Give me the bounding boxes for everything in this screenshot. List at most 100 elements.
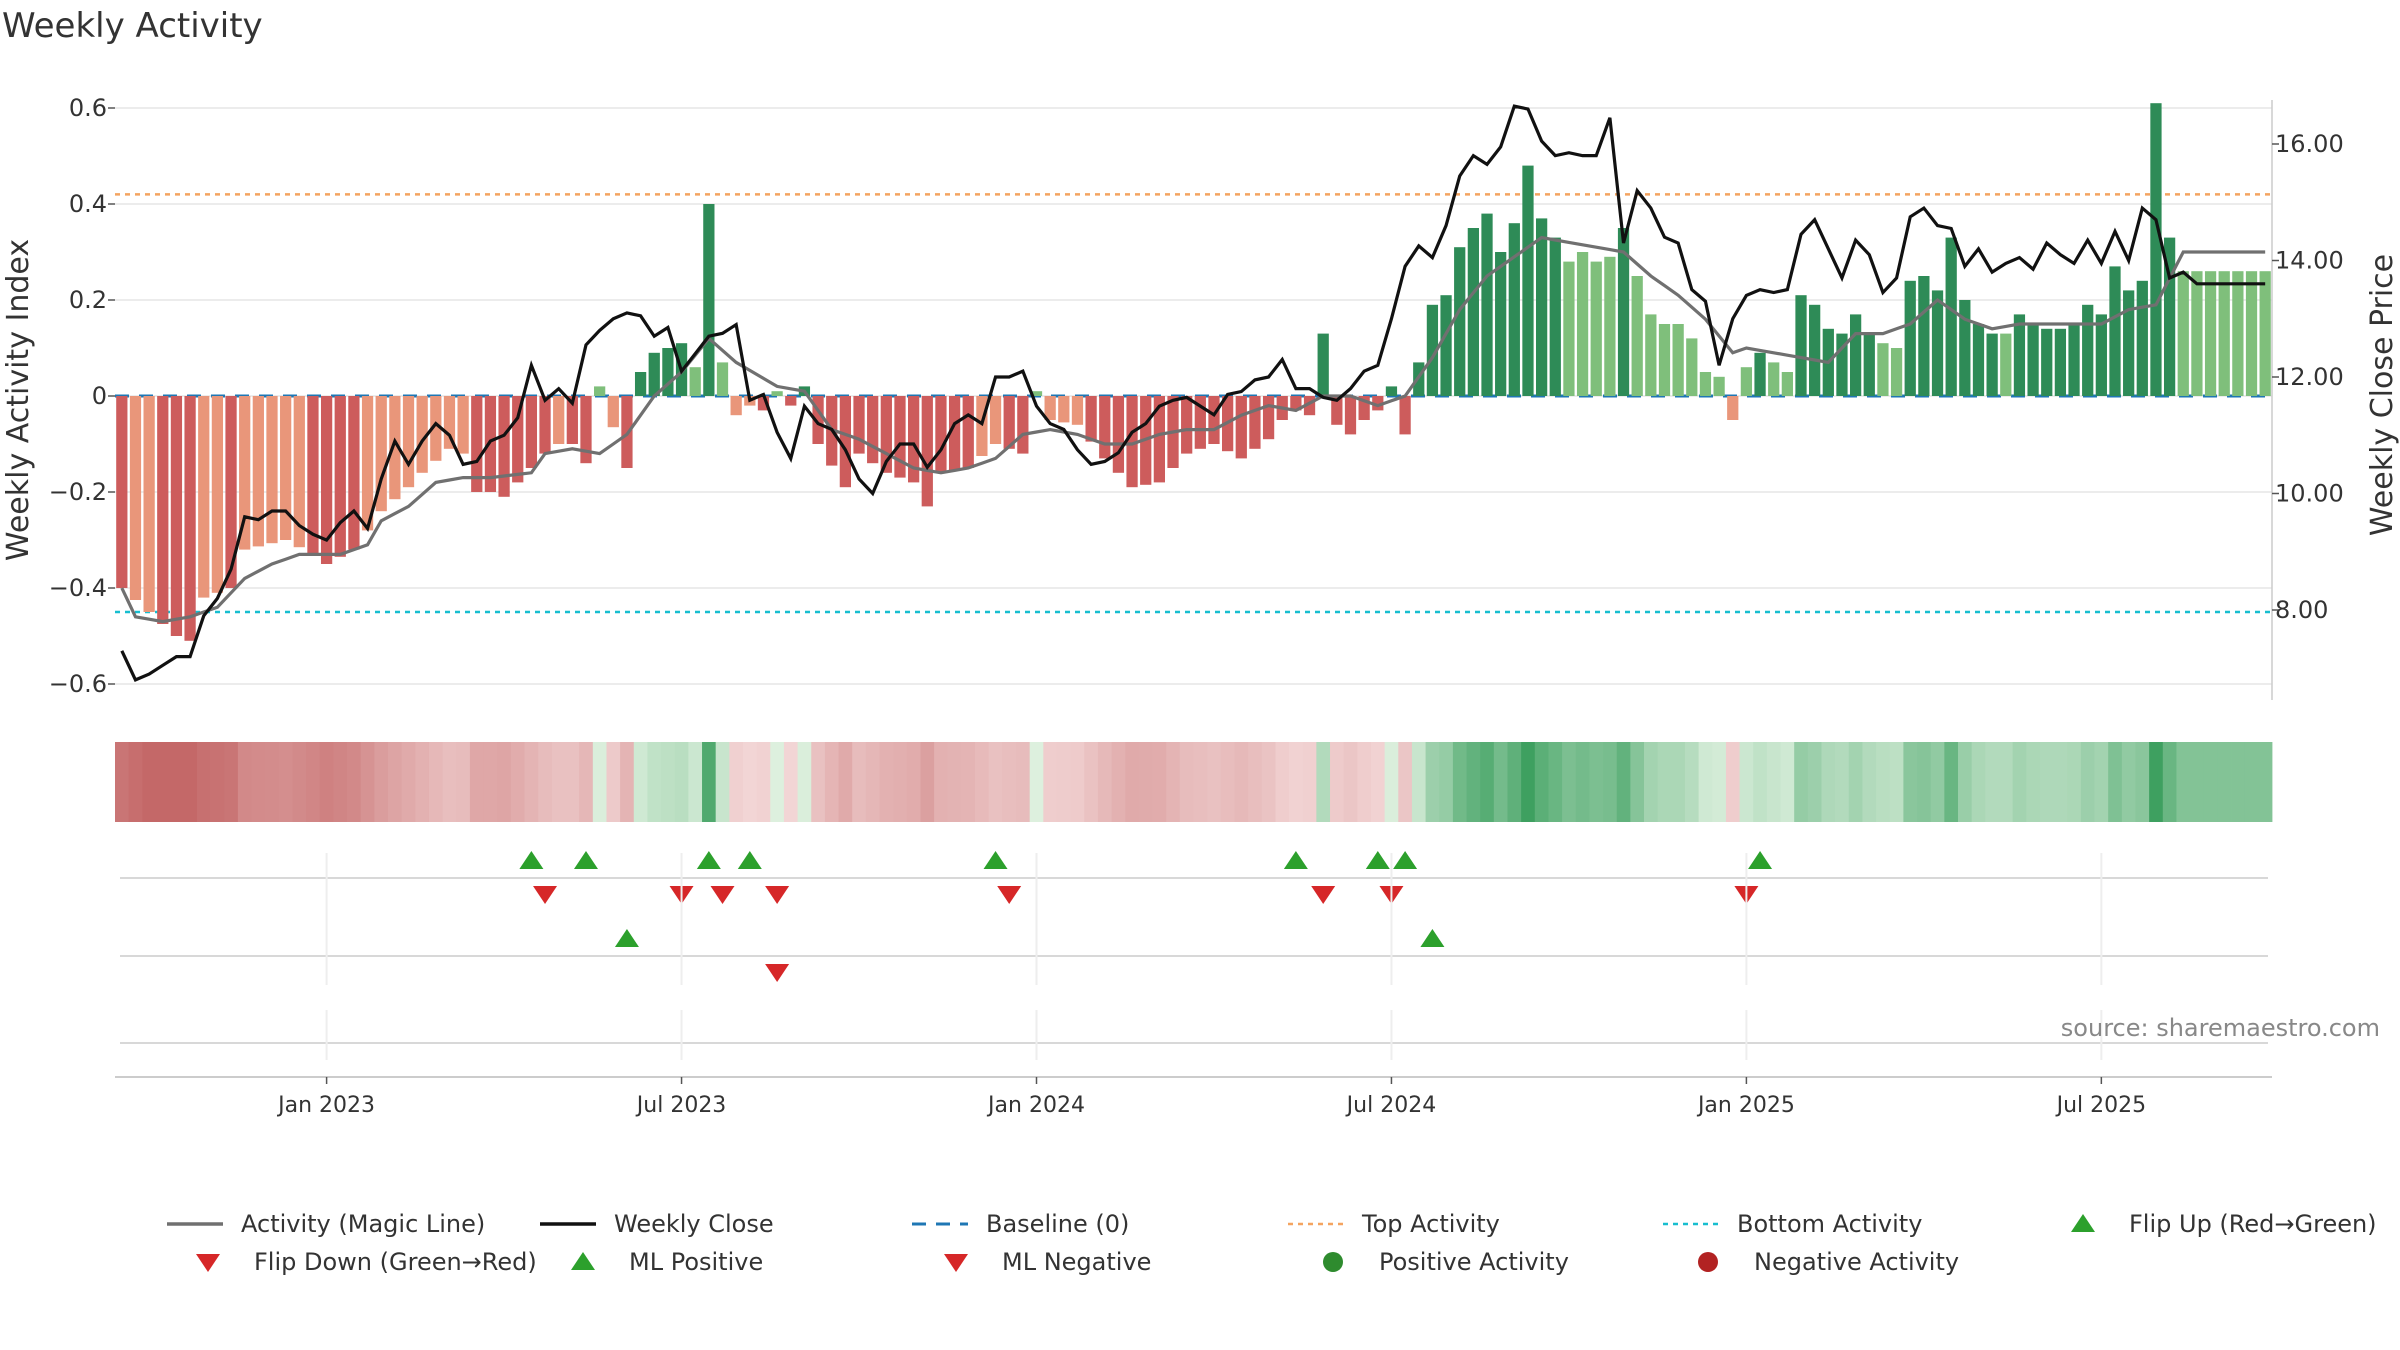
- heat-cell: [2258, 742, 2273, 822]
- flip-up-marker: [696, 851, 721, 869]
- legend-item: Negative Activity: [1680, 1248, 1959, 1276]
- heat-cell: [1452, 742, 1467, 822]
- heat-cell: [920, 742, 935, 822]
- flip-up-marker: [1365, 851, 1390, 869]
- ml-positive-marker: [1420, 929, 1445, 947]
- activity-bar: [2259, 271, 2271, 396]
- activity-bar: [607, 396, 619, 428]
- heat-cell: [688, 742, 703, 822]
- heat-cell: [1125, 742, 1140, 822]
- flip-up-marker: [519, 851, 544, 869]
- activity-bar: [1467, 228, 1479, 396]
- activity-bar: [1727, 396, 1739, 420]
- activity-bar: [1399, 396, 1411, 435]
- heat-cell: [183, 742, 198, 822]
- activity-bar: [1454, 247, 1466, 396]
- legend-symbol-circle-darkred: [1698, 1252, 1718, 1272]
- heat-cell: [1330, 742, 1345, 822]
- activity-bar: [1754, 352, 1766, 396]
- activity-bar: [1645, 314, 1657, 396]
- heat-cell: [742, 742, 758, 822]
- legend-item: Activity (Magic Line): [167, 1210, 485, 1238]
- heat-cell: [1862, 742, 1877, 822]
- legend-symbol-tri-down-red: [944, 1254, 968, 1272]
- flip-up-marker: [737, 851, 762, 869]
- activity-bar: [1331, 396, 1343, 425]
- activity-bar: [1535, 218, 1548, 396]
- heat-cell: [2149, 742, 2164, 822]
- activity-bar: [1181, 396, 1193, 454]
- heat-cell: [169, 742, 184, 822]
- activity-bar: [1617, 228, 1630, 396]
- heat-cell: [620, 742, 635, 822]
- heat-cell: [988, 742, 1003, 822]
- heat-cell: [1780, 742, 1795, 822]
- flip-down-marker: [533, 886, 558, 904]
- heat-cell: [469, 742, 485, 822]
- series-lines: [120, 104, 2266, 682]
- heat-cell: [551, 742, 566, 822]
- heat-cell: [633, 742, 648, 822]
- y-axis-right-label: Weekly Close Price: [2365, 254, 2400, 536]
- heat-cell: [1971, 742, 1986, 822]
- legend-symbol-solid-black: [540, 1222, 596, 1226]
- activity-bar: [648, 352, 660, 396]
- heat-cell: [1917, 742, 1932, 822]
- heat-cell: [1289, 742, 1304, 822]
- activity-bar: [2204, 271, 2217, 396]
- activity-bar: [1713, 376, 1725, 396]
- heat-cell: [415, 742, 430, 822]
- activity-bar: [730, 396, 742, 416]
- heat-cell: [1275, 742, 1290, 822]
- legend-label: ML Positive: [629, 1248, 764, 1276]
- heat-cell: [2026, 742, 2041, 822]
- activity-bar: [2054, 328, 2067, 396]
- y-left-tick-label: 0: [92, 382, 107, 410]
- heat-cell: [2244, 742, 2259, 822]
- heat-cell: [1248, 742, 1263, 822]
- activity-bar: [170, 396, 183, 636]
- legend-symbol-tri-down-red: [196, 1254, 220, 1272]
- heat-cell: [1603, 742, 1618, 822]
- source-credit: source: sharemaestro.com: [2060, 1014, 2380, 1042]
- heat-cell: [510, 742, 525, 822]
- legend-item: Flip Up (Red→Green): [2055, 1210, 2377, 1238]
- heat-cell: [210, 742, 225, 822]
- activity-bar: [1126, 396, 1138, 488]
- heat-cell: [1848, 742, 1863, 822]
- activity-bar: [771, 391, 783, 396]
- x-axis: Jan 2023 Jul 2023 Jan 2024 Jul 2024 Jan 2025…: [115, 1076, 2272, 1118]
- heat-cell: [811, 742, 826, 822]
- activity-bar: [757, 396, 770, 411]
- heat-cell: [2094, 742, 2109, 822]
- activity-bar: [1781, 372, 1793, 396]
- heat-cell: [1138, 742, 1153, 822]
- activity-bar: [1044, 396, 1056, 420]
- y-left-tick-label: −0.2: [49, 478, 107, 506]
- activity-bar: [1877, 343, 1889, 396]
- heat-cell: [538, 742, 553, 822]
- x-tick-label: Jul 2025: [2055, 1093, 2147, 1118]
- heat-cell: [2108, 742, 2123, 822]
- activity-bar: [1563, 261, 1575, 396]
- heat-cell: [865, 742, 880, 822]
- activity-bar: [2150, 103, 2162, 396]
- flip-up-marker: [1748, 851, 1773, 869]
- heat-cell: [306, 742, 321, 822]
- heat-cell: [1562, 742, 1577, 822]
- y-axis-right: 16.00 14.00 12.00 10.00 8.00: [2271, 100, 2344, 700]
- heat-cell: [2039, 742, 2054, 822]
- activity-bar: [2109, 266, 2121, 396]
- heat-cell: [1220, 742, 1235, 822]
- activity-bar: [484, 396, 497, 492]
- activity-bar: [2123, 290, 2135, 396]
- activity-bar: [894, 396, 906, 478]
- heat-cell: [1097, 742, 1112, 822]
- heat-cell: [155, 742, 171, 822]
- heat-cell: [1630, 742, 1645, 822]
- activity-bar: [539, 396, 551, 454]
- activity-bar: [1686, 338, 1698, 396]
- heat-cell: [2012, 742, 2027, 822]
- heat-cell: [1575, 742, 1590, 822]
- x-tick-label: Jan 2023: [276, 1093, 375, 1118]
